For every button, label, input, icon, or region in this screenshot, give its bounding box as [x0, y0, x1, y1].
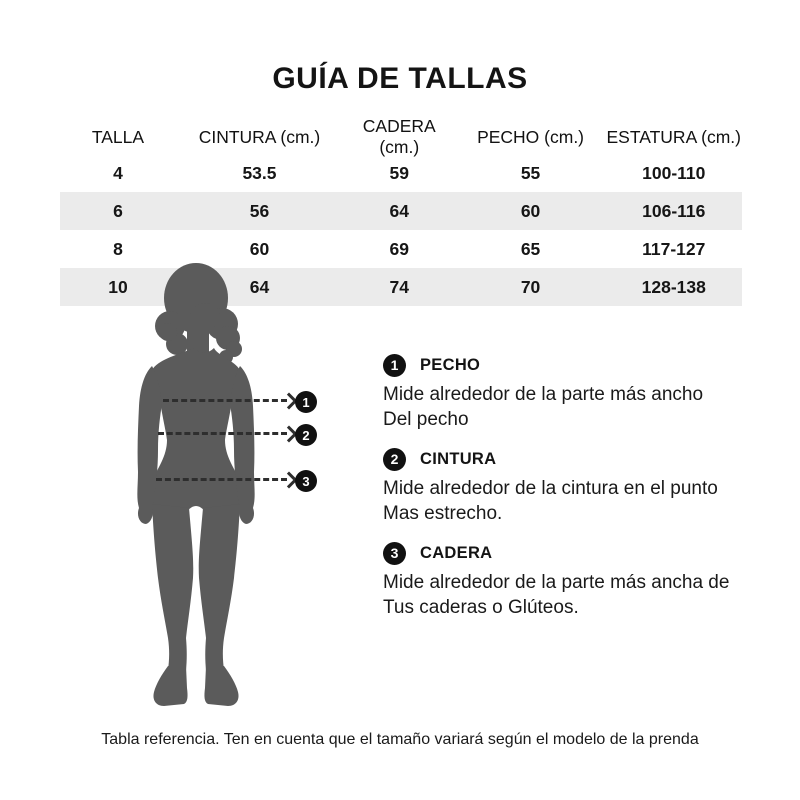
cell-cintura: 64	[249, 276, 270, 297]
figure-marker-3: 3	[295, 470, 317, 492]
column-header-talla: TALLA	[91, 126, 145, 147]
definition-pecho: 1 PECHO Mide alrededor de la parte más a…	[383, 353, 783, 432]
column-header-cintura: CINTURA (cm.)	[198, 126, 321, 147]
page-title: GUÍA DE TALLAS	[272, 62, 528, 95]
cell-cadera: 64	[389, 200, 409, 221]
table-header-row: TALLA CINTURA (cm.) CADERA (cm.) PECHO (…	[60, 116, 742, 157]
definition-label: CINTURA	[420, 449, 497, 468]
cell-cintura: 53.5	[242, 162, 277, 183]
definition-cadera: 3 CADERA Mide alrededor de la parte más …	[383, 541, 783, 620]
cell-estatura: 100-110	[642, 162, 706, 183]
table-row: 8 60 69 65 117-127	[60, 230, 742, 268]
badge-3: 3	[383, 541, 406, 565]
cell-pecho: 70	[520, 276, 541, 297]
table-row: 4 53.5 59 55 100-110	[60, 154, 742, 192]
measurement-definitions: 1 PECHO Mide alrededor de la parte más a…	[383, 353, 783, 635]
cell-cintura: 56	[249, 200, 270, 221]
girl-silhouette-figure	[110, 258, 310, 713]
figure-marker-1: 1	[295, 391, 317, 413]
definition-cintura: 2 CINTURA Mide alrededor de la cintura e…	[383, 447, 783, 526]
definition-label: PECHO	[420, 355, 481, 374]
cell-pecho: 65	[520, 238, 541, 259]
cell-estatura: 128-138	[641, 276, 706, 297]
cell-talla: 8	[113, 238, 123, 259]
column-header-estatura: ESTATURA (cm.)	[606, 126, 742, 147]
cell-pecho: 55	[520, 162, 541, 183]
badge-2: 2	[383, 447, 406, 471]
chest-measure-line	[163, 399, 287, 402]
cell-talla: 4	[113, 162, 123, 183]
definition-label: CADERA	[420, 543, 493, 562]
cell-talla: 6	[113, 200, 123, 221]
cell-cadera: 74	[389, 276, 409, 297]
definition-text: Mide alrededor de la parte más ancha de …	[383, 572, 730, 618]
girl-silhouette-icon	[137, 263, 255, 706]
column-header-cadera: CADERA (cm.)	[362, 116, 436, 157]
waist-measure-line	[158, 432, 287, 435]
definition-text: Mide alrededor de la parte más ancho Del…	[383, 384, 704, 430]
badge-1: 1	[383, 353, 406, 377]
figure-marker-2: 2	[295, 424, 317, 446]
column-header-pecho: PECHO (cm.)	[477, 126, 585, 147]
cell-pecho: 60	[520, 200, 541, 221]
definition-text: Mide alrededor de la cintura en el punto…	[383, 478, 718, 524]
cell-cintura: 60	[249, 238, 270, 259]
table-row: 6 56 64 60 106-116	[60, 192, 742, 230]
hip-measure-line	[156, 478, 287, 481]
cell-estatura: 117-127	[642, 238, 706, 259]
reference-note: Tabla referencia. Ten en cuenta que el t…	[101, 731, 699, 748]
cell-talla: 10	[108, 276, 128, 297]
cell-cadera: 69	[389, 238, 409, 259]
cell-cadera: 59	[389, 162, 409, 183]
cell-estatura: 106-116	[642, 200, 706, 221]
